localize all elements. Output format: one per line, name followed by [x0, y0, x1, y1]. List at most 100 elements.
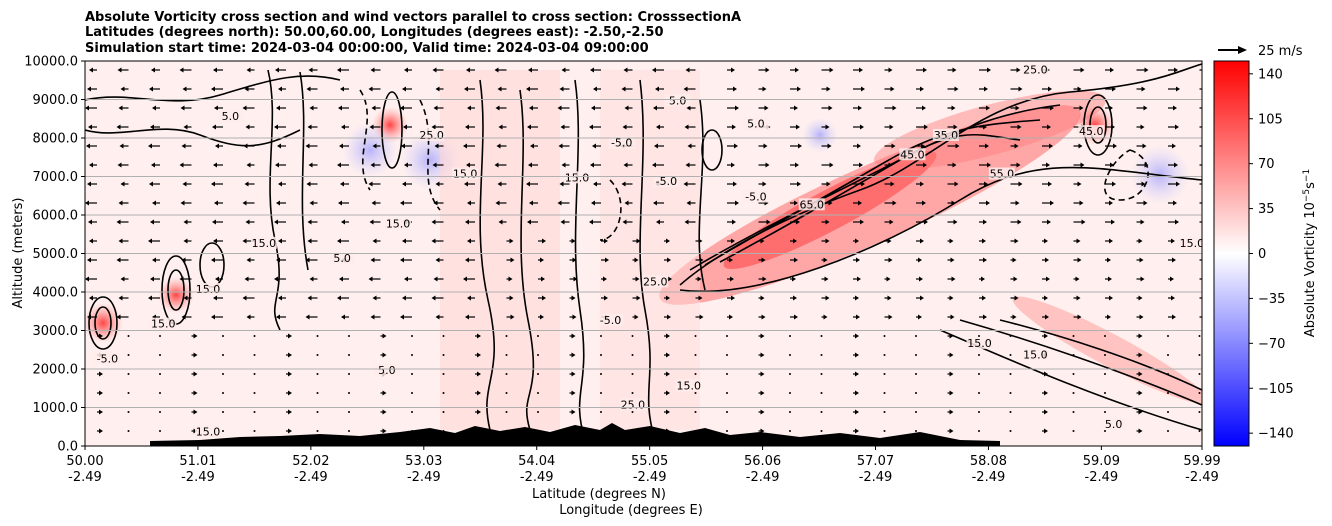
wind-vector-head [760, 295, 765, 301]
wind-vector-head [589, 124, 593, 130]
wind-vector-head [371, 105, 376, 111]
contour-label-bg [329, 252, 356, 265]
grid-lines [85, 99, 1202, 408]
wind-vector [348, 354, 350, 356]
wind-vector [442, 373, 445, 375]
wind-vector-head [148, 295, 152, 301]
wind-vector-head [1172, 257, 1176, 263]
contour-label: 45.0 [900, 148, 925, 161]
wind-vector-head [211, 257, 215, 263]
wind-vector-head [698, 238, 703, 244]
wind-vector [1072, 335, 1075, 337]
wind-vector-head [762, 86, 767, 92]
contour-wavy-1 [85, 75, 341, 102]
wind-vector-head [1044, 371, 1048, 377]
wind-vector-head [766, 219, 771, 225]
wind-vector-head [510, 314, 515, 320]
wind-vector-head [339, 276, 343, 282]
wind-vector-head [592, 143, 596, 149]
contour-label: 15.0 [196, 283, 221, 296]
wind-vector-head [984, 181, 988, 187]
wind-vector-head [150, 219, 154, 225]
wind-vector-head [686, 200, 691, 206]
contour-label: 35.0 [934, 129, 959, 142]
wind-vector-head [494, 162, 499, 168]
wind-vector-head [560, 124, 565, 130]
wind-vector-head [1112, 86, 1116, 92]
wind-vector-head [829, 162, 834, 168]
wind-vector-head [275, 162, 279, 168]
wind-vector [505, 354, 508, 356]
wind-vector-head [309, 200, 314, 206]
wind-vector-head [276, 200, 280, 206]
wind-vector [253, 335, 256, 337]
wind-vector-head [826, 86, 831, 92]
wind-vector [600, 354, 602, 356]
wind-vector-head [183, 124, 188, 130]
wind-vector [820, 411, 823, 413]
wind-vector-head [1138, 390, 1143, 396]
wind-vector-head [1207, 144, 1211, 149]
wind-vector-head [464, 86, 468, 92]
x-tick-label-lat: 59.99 [1183, 454, 1220, 469]
wind-vector-head [306, 86, 311, 92]
wind-vector [726, 392, 728, 394]
wind-vector-head [855, 371, 859, 377]
wind-vector [316, 335, 319, 337]
wind-vector-head [305, 257, 310, 263]
wind-vector-head [1208, 201, 1212, 206]
wind-vector-head [542, 295, 546, 301]
wind-vector-head [244, 276, 249, 282]
contour-vert-4 [519, 89, 535, 431]
wind-vector-head [1077, 257, 1082, 263]
colorbar-tick-label: −105 [1258, 382, 1294, 397]
wind-vector-head [924, 124, 928, 130]
wind-vector-head [653, 105, 657, 111]
wind-vector-head [527, 219, 531, 225]
wind-vector-head [99, 390, 103, 396]
wind-vector-head [760, 409, 765, 415]
wind-vector [316, 373, 319, 375]
contour-label-bg [373, 363, 400, 376]
wind-vector-head [467, 105, 471, 111]
wind-vector-head [794, 314, 798, 320]
wind-vector-head [212, 124, 216, 130]
wind-vector-head [337, 67, 341, 73]
wind-vector-head [341, 124, 345, 130]
wind-vector-head [466, 67, 470, 73]
wind-vector [253, 373, 256, 375]
wind-vector-head [1138, 295, 1143, 301]
wind-vector-head [892, 105, 897, 111]
wind-vector-head [983, 257, 987, 263]
wind-vector-head [920, 181, 924, 187]
wind-vector-head [656, 124, 660, 130]
x-tick-label-lat: 50.00 [66, 454, 103, 469]
wind-vector-head [182, 86, 187, 92]
wind-vector-head [634, 314, 639, 320]
wind-vector [600, 411, 602, 413]
wind-vector-head [1138, 409, 1143, 415]
wind-vector-head [666, 295, 670, 301]
wind-vector-head [338, 105, 342, 111]
x-tick-label-lat: 57.07 [857, 454, 894, 469]
contour-label: 15.0 [1023, 348, 1048, 361]
wind-vector-head [495, 200, 500, 206]
contour-vortex-6 [701, 129, 723, 171]
contour-vortex-2b [167, 269, 185, 311]
wind-vector [316, 430, 319, 432]
wind-vector-head [621, 181, 626, 187]
wind-vector-head [402, 295, 406, 301]
wind-vector-head [151, 162, 155, 168]
wind-vector-head [540, 314, 544, 320]
wind-vector-head [211, 181, 215, 187]
wind-vector-head [590, 67, 594, 73]
wind-vector-head [634, 257, 639, 263]
wind-vector-head [244, 86, 249, 92]
wind-vector-head [305, 314, 310, 320]
wind-vector-head [368, 86, 373, 92]
wind-vector-head [952, 67, 957, 73]
wind-vector-head [402, 238, 406, 244]
wind-vector-head [920, 86, 924, 92]
wind-vector [222, 373, 224, 375]
